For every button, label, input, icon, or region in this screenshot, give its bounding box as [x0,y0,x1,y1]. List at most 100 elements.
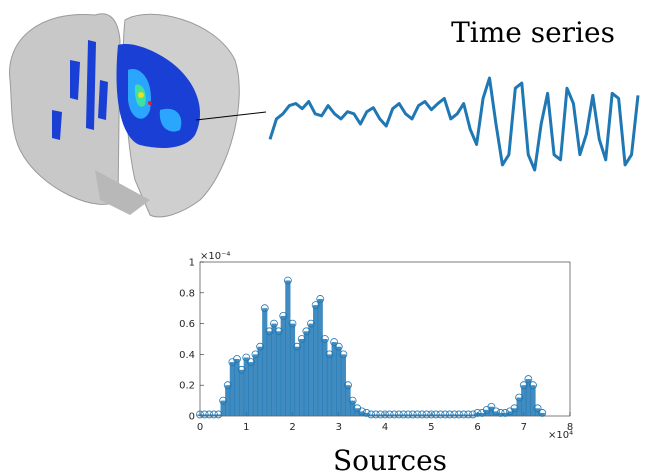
x-tick-label: 3 [336,422,342,433]
density-stem [234,359,240,416]
density-stem [447,414,453,416]
density-stem [317,298,323,416]
density-stem [410,414,416,416]
point [529,381,537,390]
density-stem [456,414,462,416]
density-stem [331,342,337,416]
y-tick-label: 0.2 [179,381,195,392]
density-stem [350,400,356,416]
density-stem [322,339,328,416]
density-stem [285,280,291,416]
density-stem [363,412,370,416]
x-multiplier: ×10⁴ [548,430,573,441]
density-stem [303,331,309,416]
point [362,409,371,417]
x-axis-label: Sources [333,444,447,475]
density-stem [396,414,402,416]
density-stem [336,346,342,416]
density-stem [470,414,476,416]
series-title: Time series [451,16,615,49]
density-stem [239,369,245,416]
x-tick-label: 2 [289,422,295,433]
density-stem [530,385,536,416]
density-stem [521,385,527,416]
brain-image [9,13,240,218]
x-tick-label: 4 [382,422,388,433]
density-stem [294,346,300,416]
density-stem [484,409,490,416]
density-stem [262,308,268,416]
point [334,342,343,351]
density-stem [502,412,508,416]
y-tick-label: 0 [189,412,195,423]
point [288,319,297,328]
point [533,404,542,413]
x-tick-label: 0 [197,422,203,433]
point [492,407,500,416]
density-stem [359,411,365,416]
density-stem [539,412,545,416]
density-stem [276,331,282,416]
density-stem [299,339,305,416]
density-stem [313,305,319,416]
density-stem [516,397,522,416]
density-stem [442,414,448,416]
density-stem [461,414,467,416]
point [344,381,352,390]
density-stem [525,379,531,416]
density-stem [289,323,296,416]
arrow [195,111,267,121]
series-line [268,76,640,172]
point [260,304,269,313]
point [270,319,278,328]
density-stem [266,331,272,416]
x-tick-label: 7 [521,422,527,433]
point [233,355,241,363]
density-stem [488,406,494,416]
y-multiplier: ×10⁻⁴ [200,251,230,262]
point [487,402,496,411]
density-stem [382,414,388,416]
point [320,335,329,343]
x-tick-label: 1 [243,422,249,433]
density-stem [229,362,235,416]
point [524,375,533,383]
density-stem [400,414,407,416]
density-stem [248,362,254,416]
x-tick-label: 6 [474,422,480,433]
density-stem [428,414,434,416]
density-stem [465,414,471,416]
density-stem [437,414,444,416]
density-stem [377,414,383,416]
point [538,409,547,417]
density-stem [373,414,379,416]
density-stem [252,354,259,416]
density-stem [340,354,346,416]
point [316,295,325,303]
point [242,353,251,362]
point [283,276,292,285]
density-stem [451,414,457,416]
density-stem [474,412,481,416]
density-stem [206,414,212,416]
density-stem [220,400,226,416]
density-stem [197,414,203,416]
density-stem [424,414,430,416]
density-stem [326,354,333,416]
density-stem [225,385,231,416]
density-stem [271,323,277,416]
density-stem [280,315,286,416]
density-stem [405,414,411,416]
x-tick-label: 5 [428,422,434,433]
y-tick-label: 1 [189,258,195,269]
point [348,396,357,405]
density-stem [391,414,397,416]
y-tick-label: 0.6 [179,319,195,330]
density-stem [493,411,499,416]
density-stem [498,412,504,416]
density-stem [243,357,249,416]
density-stem [202,414,208,416]
density-stem [368,414,374,416]
density-stem [507,411,513,416]
density-stem [257,346,263,416]
